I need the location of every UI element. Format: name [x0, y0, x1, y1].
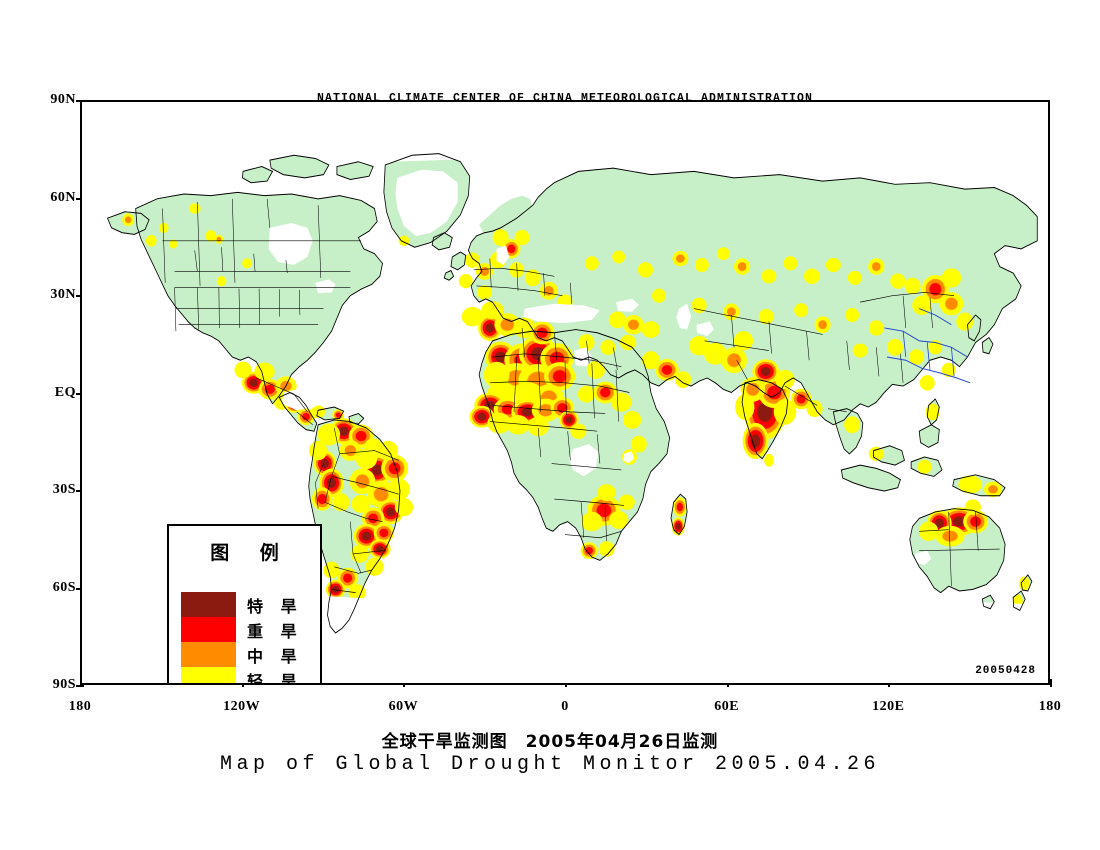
legend-row-0: 特 旱	[181, 592, 313, 617]
legend-swatch-severe	[181, 617, 236, 642]
legend-title: 图 例	[210, 542, 291, 564]
lat-tick-label-60N: 60N	[50, 189, 76, 205]
lon-tick-label-3: 0	[561, 699, 569, 714]
lat-tick-label-90S: 90S	[52, 677, 76, 692]
legend-label-severe: 重 旱	[247, 622, 303, 641]
lon-tick-label-4: 60E	[714, 699, 740, 714]
lon-tick-label-2: 60W	[388, 699, 419, 714]
legend-row-1: 重 旱	[181, 617, 313, 642]
map-title-chinese: 全球干旱监测图 2005年04月26日监测	[381, 732, 719, 752]
production-datestamp: 20050428	[975, 665, 1036, 677]
map-title-english: Map of Global Drought Monitor 2005.04.26	[219, 753, 881, 776]
legend-swatch-extreme	[181, 592, 236, 617]
lat-tick-label-EQ: EQ	[54, 384, 76, 400]
longitude-axis: 180 120W 60W 0 60E 120E 180	[69, 679, 1061, 717]
lon-tick-mark-6	[1050, 679, 1052, 687]
legend-row-2: 中 旱	[181, 642, 313, 667]
lon-tick-label-5: 120E	[872, 699, 905, 714]
legend-label-mild: 轻 旱	[247, 672, 303, 685]
lat-tick-label-30N: 30N	[50, 287, 76, 302]
map-plot-frame: 图 例 特 旱 重 旱 中 旱 轻 旱 无 旱 空白处无资料	[80, 100, 1050, 685]
lat-tick-label-90N: 90N	[50, 92, 76, 107]
lat-tick-label-30S: 30S	[52, 482, 76, 497]
legend-box: 图 例 特 旱 重 旱 中 旱 轻 旱 无 旱 空白处无资料	[167, 524, 322, 685]
lat-tick-label-60S: 60S	[52, 579, 76, 595]
latitude-axis: 90N 60N 30N EQ 30S 60S 90S	[20, 92, 84, 692]
legend-swatch-moderate	[181, 642, 236, 667]
legend-label-moderate: 中 旱	[247, 647, 303, 666]
legend-label-extreme: 特 旱	[247, 597, 303, 616]
legend-swatch-mild	[181, 667, 236, 683]
lon-tick-label-1: 120W	[223, 699, 261, 714]
lon-tick-label-0: 180	[68, 699, 92, 714]
legend-row-3: 轻 旱	[181, 667, 313, 685]
lon-tick-label-6: 180	[1038, 699, 1062, 714]
